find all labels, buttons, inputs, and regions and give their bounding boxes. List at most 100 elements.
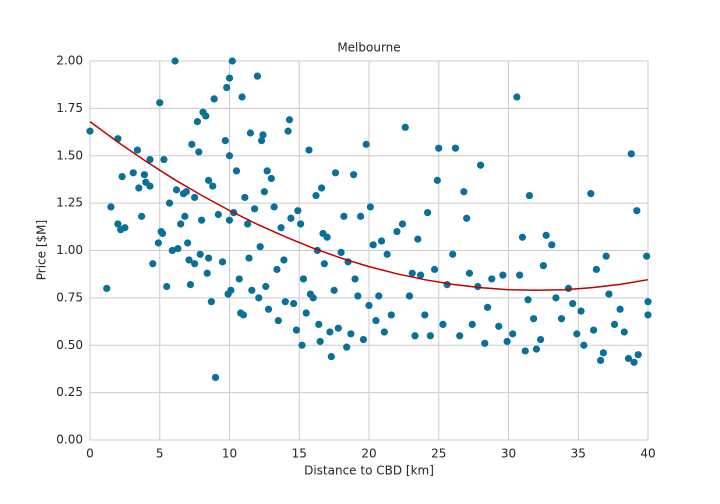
data-point	[244, 220, 252, 228]
data-point	[140, 171, 149, 179]
data-point	[577, 307, 585, 315]
data-point	[524, 296, 532, 304]
y-tick-label: 0.75	[56, 290, 83, 304]
data-point	[351, 275, 359, 283]
data-point	[263, 167, 271, 175]
data-point	[530, 315, 538, 323]
data-point	[357, 212, 365, 220]
data-point	[525, 191, 534, 200]
data-point	[602, 252, 610, 260]
data-point	[481, 339, 489, 347]
data-point	[516, 271, 524, 279]
data-point	[372, 317, 380, 325]
data-point	[414, 235, 422, 243]
data-point	[280, 256, 288, 264]
data-point	[239, 311, 248, 319]
data-point	[633, 207, 641, 215]
data-point	[149, 260, 157, 268]
data-point	[350, 171, 358, 179]
data-point	[435, 144, 443, 152]
y-tick-label: 0.50	[56, 338, 83, 352]
data-point	[223, 83, 231, 92]
data-point	[129, 169, 137, 177]
data-point	[564, 284, 573, 292]
data-point	[408, 269, 416, 277]
data-point	[174, 245, 182, 253]
data-point	[330, 286, 338, 294]
data-point	[118, 172, 126, 181]
data-point	[421, 311, 429, 319]
data-point	[262, 282, 270, 291]
data-point	[398, 220, 407, 228]
data-point	[86, 127, 94, 135]
data-point	[154, 239, 162, 247]
data-point	[133, 146, 142, 154]
y-tick-label: 1.00	[56, 243, 83, 257]
data-point	[463, 214, 471, 222]
data-point	[477, 161, 485, 169]
data-point	[202, 112, 210, 120]
data-point	[284, 127, 292, 135]
data-point	[196, 250, 204, 258]
data-point	[365, 301, 373, 310]
data-point	[305, 146, 313, 154]
data-point	[158, 229, 167, 238]
data-point	[281, 298, 289, 306]
data-point	[369, 241, 377, 249]
data-point	[185, 256, 193, 264]
data-point	[405, 292, 414, 300]
data-point	[259, 131, 267, 139]
data-point	[513, 93, 521, 101]
data-point	[323, 233, 331, 241]
data-point	[121, 224, 129, 232]
data-point	[297, 220, 305, 228]
data-point	[616, 305, 624, 313]
data-point	[393, 227, 401, 236]
data-point	[465, 269, 474, 277]
data-point	[264, 305, 273, 313]
data-point	[107, 203, 115, 211]
data-point	[238, 93, 246, 101]
data-point	[172, 186, 181, 194]
data-point	[377, 237, 386, 245]
data-point	[191, 193, 199, 202]
data-point	[298, 341, 306, 349]
x-tick-label: 0	[86, 447, 94, 461]
data-point	[518, 233, 527, 241]
data-point	[354, 292, 362, 300]
data-point	[302, 309, 310, 317]
data-point	[195, 148, 203, 156]
data-point	[292, 326, 301, 334]
data-point	[241, 193, 249, 202]
data-point	[246, 129, 255, 137]
data-point	[557, 315, 566, 323]
data-point	[605, 290, 613, 298]
data-point	[186, 281, 195, 289]
data-point	[188, 140, 196, 148]
data-point	[387, 311, 395, 319]
data-point	[488, 275, 496, 283]
data-point	[253, 72, 261, 80]
chart-title: Melbourne	[337, 41, 400, 55]
data-point	[274, 317, 282, 325]
data-point	[257, 136, 266, 145]
y-tick-label: 1.50	[56, 148, 83, 162]
data-point	[366, 203, 374, 211]
data-point	[592, 265, 600, 274]
data-point	[548, 241, 556, 249]
data-point	[401, 123, 409, 131]
data-point	[569, 299, 577, 308]
data-point	[181, 212, 189, 220]
data-point	[227, 286, 235, 294]
data-point	[260, 188, 268, 196]
y-tick-label: 0.25	[56, 385, 83, 399]
data-point	[218, 258, 227, 266]
data-point	[228, 57, 236, 65]
data-point	[160, 155, 168, 164]
data-point	[599, 349, 607, 357]
data-point	[451, 144, 460, 152]
data-point	[256, 243, 264, 251]
data-point	[380, 328, 388, 336]
data-point	[340, 212, 348, 220]
